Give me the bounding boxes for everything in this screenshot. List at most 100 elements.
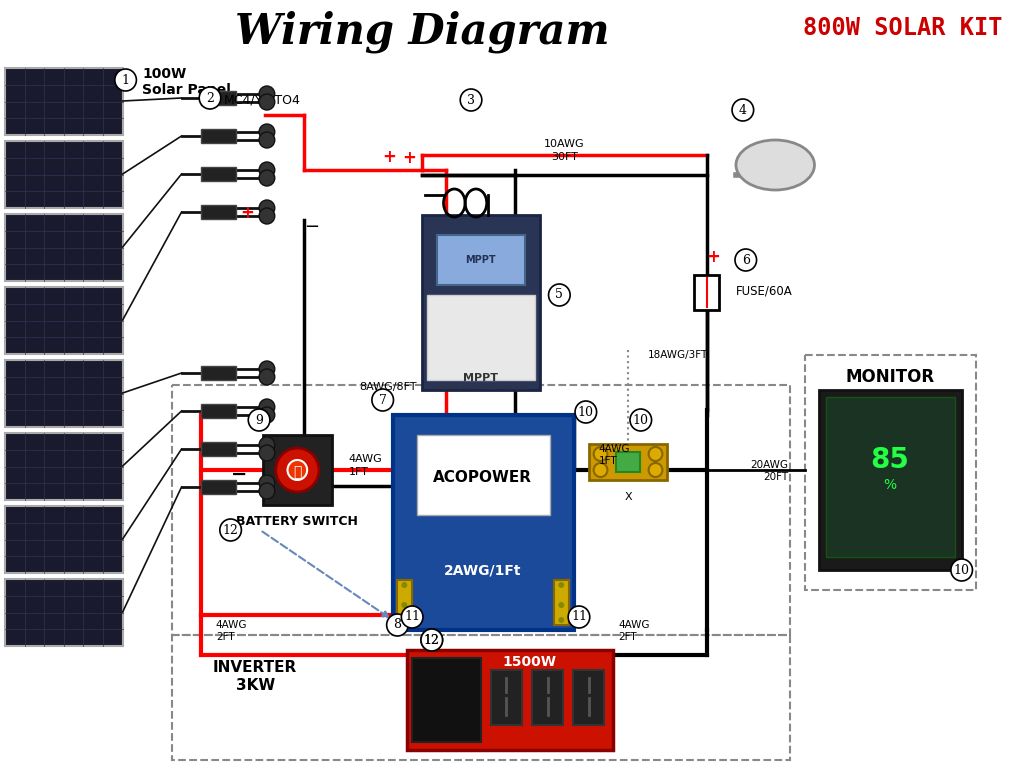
Text: Solar Panel: Solar Panel bbox=[142, 83, 231, 97]
Bar bbox=[5, 433, 123, 500]
Text: −: − bbox=[304, 218, 319, 236]
Bar bbox=[263, 435, 332, 505]
Bar bbox=[531, 670, 563, 725]
Bar bbox=[5, 141, 123, 208]
Circle shape bbox=[648, 447, 663, 461]
Bar bbox=[392, 415, 574, 630]
Circle shape bbox=[951, 559, 973, 581]
Circle shape bbox=[259, 361, 274, 377]
Text: MONITOR: MONITOR bbox=[846, 368, 935, 386]
Circle shape bbox=[568, 606, 590, 628]
Bar bbox=[694, 275, 719, 310]
Circle shape bbox=[387, 614, 409, 636]
Bar bbox=[201, 91, 236, 105]
Text: 1FT: 1FT bbox=[599, 456, 617, 466]
Text: 4: 4 bbox=[739, 104, 746, 117]
Circle shape bbox=[259, 483, 274, 499]
Bar bbox=[5, 287, 123, 354]
Circle shape bbox=[288, 460, 307, 480]
Text: 18AWG/3FT: 18AWG/3FT bbox=[647, 350, 708, 360]
Text: SOLAR CHARGE CONTROLLER: SOLAR CHARGE CONTROLLER bbox=[434, 386, 527, 390]
Bar bbox=[5, 68, 123, 135]
Bar bbox=[397, 580, 412, 625]
Text: 12: 12 bbox=[424, 634, 439, 647]
Bar bbox=[201, 129, 236, 143]
Bar bbox=[436, 235, 525, 285]
Circle shape bbox=[594, 463, 607, 477]
Text: 7: 7 bbox=[379, 393, 387, 406]
Circle shape bbox=[421, 629, 442, 651]
Circle shape bbox=[259, 208, 274, 224]
Text: +: + bbox=[383, 148, 396, 166]
Bar bbox=[408, 650, 613, 750]
Bar bbox=[172, 385, 790, 635]
Circle shape bbox=[648, 463, 663, 477]
Text: 2AWG/1Ft: 2AWG/1Ft bbox=[444, 563, 521, 577]
Text: 5: 5 bbox=[555, 289, 563, 302]
Circle shape bbox=[259, 124, 274, 140]
Circle shape bbox=[421, 629, 442, 651]
Text: 85: 85 bbox=[870, 446, 909, 474]
Text: MPPT: MPPT bbox=[463, 373, 499, 383]
Bar bbox=[805, 355, 977, 590]
Circle shape bbox=[401, 582, 408, 588]
Text: INVERTER: INVERTER bbox=[213, 660, 297, 675]
Circle shape bbox=[549, 284, 570, 306]
Circle shape bbox=[558, 617, 564, 623]
Text: 4AWG: 4AWG bbox=[599, 444, 630, 454]
Circle shape bbox=[248, 409, 270, 431]
Bar bbox=[826, 397, 954, 557]
Circle shape bbox=[275, 448, 318, 492]
Bar bbox=[5, 360, 123, 427]
Bar bbox=[5, 214, 123, 281]
Text: 8: 8 bbox=[393, 618, 401, 631]
Circle shape bbox=[259, 475, 274, 491]
Circle shape bbox=[259, 86, 274, 102]
Circle shape bbox=[732, 99, 754, 121]
Circle shape bbox=[558, 602, 564, 608]
Bar bbox=[201, 366, 236, 380]
Text: 6: 6 bbox=[741, 253, 750, 266]
Text: 12: 12 bbox=[424, 634, 439, 647]
Text: FUSE/60A: FUSE/60A bbox=[736, 285, 793, 298]
Text: BATTERY SWITCH: BATTERY SWITCH bbox=[237, 515, 358, 528]
Circle shape bbox=[200, 87, 221, 109]
Text: 1FT: 1FT bbox=[348, 467, 369, 477]
Circle shape bbox=[259, 369, 274, 385]
Text: 2: 2 bbox=[206, 91, 214, 104]
Text: MC4/Y/1TO4: MC4/Y/1TO4 bbox=[223, 94, 301, 107]
Bar bbox=[616, 452, 640, 472]
Bar bbox=[490, 670, 522, 725]
Circle shape bbox=[259, 407, 274, 423]
Text: 1: 1 bbox=[122, 74, 130, 87]
Bar bbox=[201, 167, 236, 181]
Text: 10: 10 bbox=[633, 413, 649, 426]
Text: 11: 11 bbox=[571, 611, 587, 624]
Bar bbox=[819, 390, 962, 570]
Circle shape bbox=[401, 606, 423, 628]
Text: 4AWG: 4AWG bbox=[216, 620, 248, 630]
Text: 2FT: 2FT bbox=[618, 632, 637, 642]
Circle shape bbox=[220, 519, 242, 541]
Bar bbox=[427, 295, 535, 380]
Text: +: + bbox=[241, 204, 254, 222]
Text: ⏻: ⏻ bbox=[293, 465, 301, 479]
Circle shape bbox=[401, 617, 408, 623]
Text: 2FT: 2FT bbox=[216, 632, 234, 642]
Bar bbox=[201, 442, 236, 456]
Text: 20AWG: 20AWG bbox=[750, 460, 788, 470]
Text: +: + bbox=[402, 149, 416, 167]
Text: ACOPOWER: ACOPOWER bbox=[433, 469, 532, 485]
Circle shape bbox=[259, 94, 274, 110]
Text: +: + bbox=[707, 248, 721, 266]
Text: 1500W: 1500W bbox=[503, 655, 557, 669]
Bar bbox=[5, 579, 123, 646]
Ellipse shape bbox=[736, 140, 814, 190]
Bar bbox=[201, 480, 236, 494]
Circle shape bbox=[401, 602, 408, 608]
Circle shape bbox=[575, 401, 597, 423]
Circle shape bbox=[259, 437, 274, 453]
Text: 4AWG: 4AWG bbox=[618, 620, 649, 630]
Text: 4AWG: 4AWG bbox=[348, 454, 382, 464]
Circle shape bbox=[259, 132, 274, 148]
